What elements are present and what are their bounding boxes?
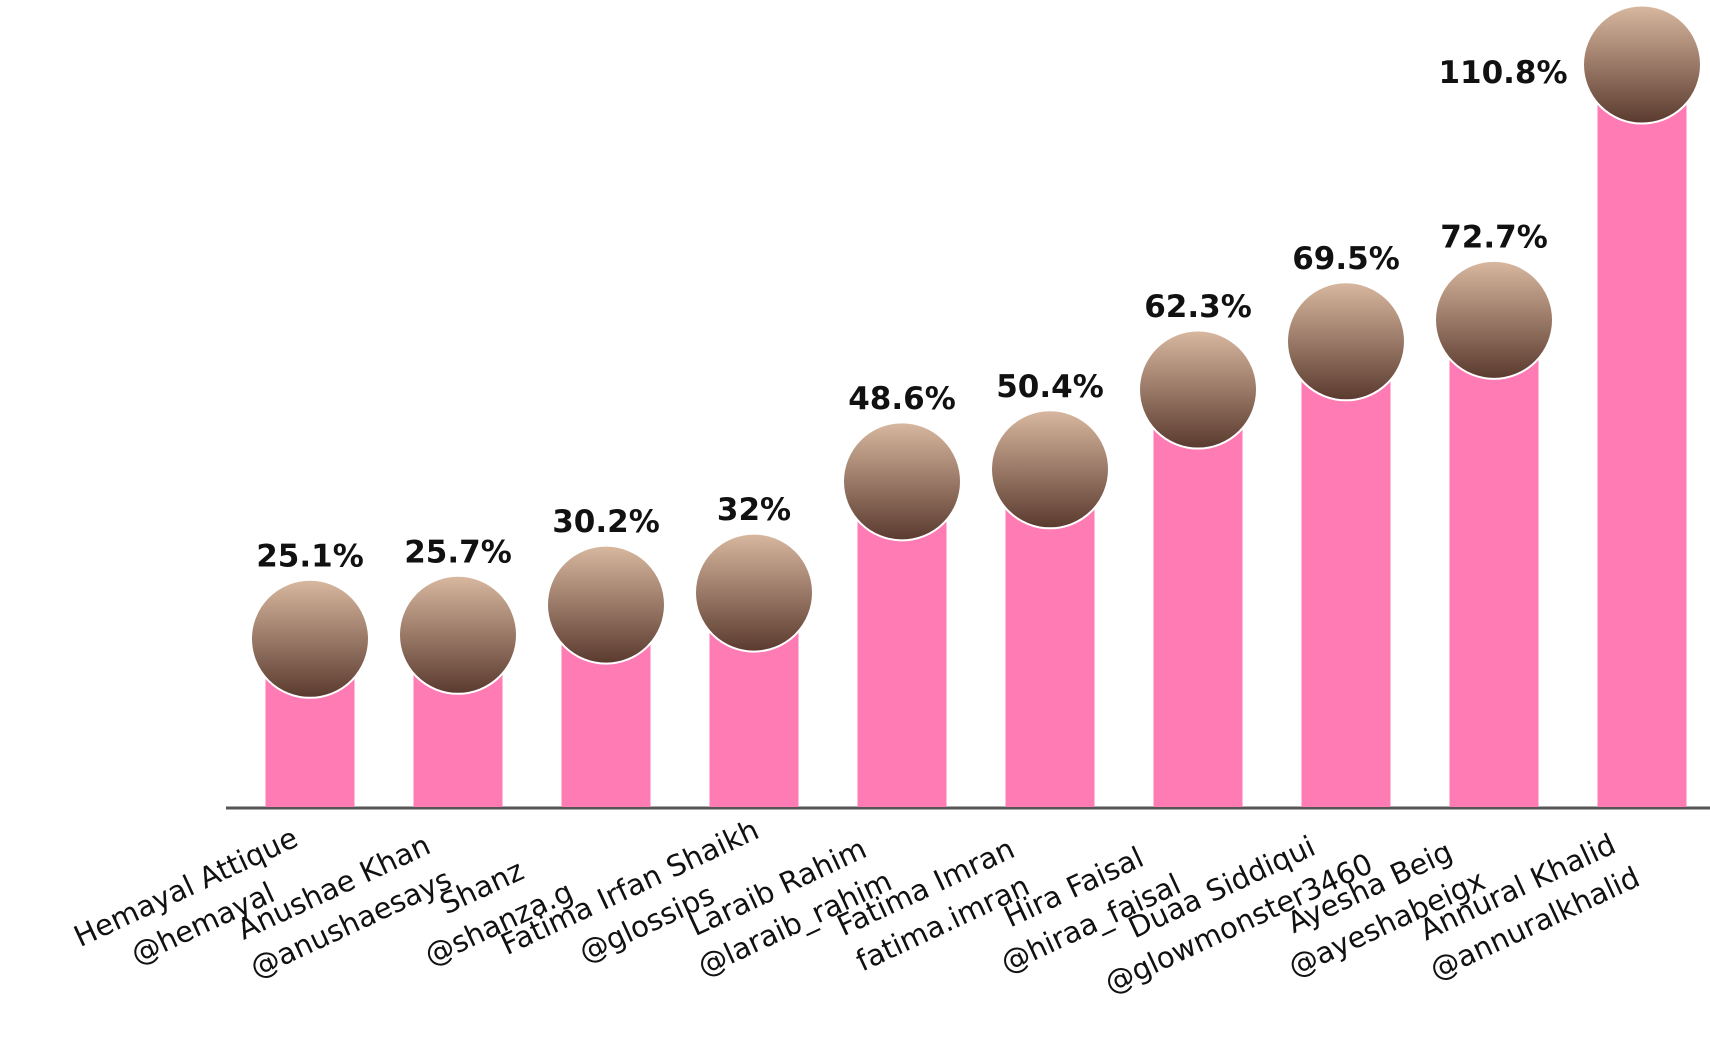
value-label: 30.2%: [552, 504, 660, 540]
bar: [709, 627, 799, 807]
avatar: [250, 578, 370, 699]
value-label: 25.1%: [256, 538, 364, 574]
bar: [1449, 355, 1539, 807]
bar: [1301, 376, 1391, 807]
avatar: [1434, 259, 1554, 380]
avatar: [1286, 281, 1406, 402]
bar: [561, 640, 651, 807]
value-label: 110.8%: [1438, 55, 1567, 91]
avatar: [842, 421, 962, 542]
avatar: [990, 409, 1110, 530]
avatar: [694, 532, 814, 653]
avatar: [398, 574, 518, 695]
bar: [1597, 99, 1687, 807]
value-label: 25.7%: [404, 534, 512, 570]
bar: [857, 516, 947, 807]
value-label: 69.5%: [1292, 241, 1400, 277]
value-label: 50.4%: [996, 369, 1104, 405]
value-label: 72.7%: [1440, 219, 1548, 255]
value-label: 62.3%: [1144, 289, 1252, 325]
bar: [1005, 504, 1095, 807]
value-label: 48.6%: [848, 381, 956, 417]
avatar: [546, 544, 666, 665]
avatar: [1582, 4, 1702, 125]
avatar: [1138, 329, 1258, 450]
bar: [1153, 424, 1243, 807]
value-label: 32%: [717, 492, 791, 528]
